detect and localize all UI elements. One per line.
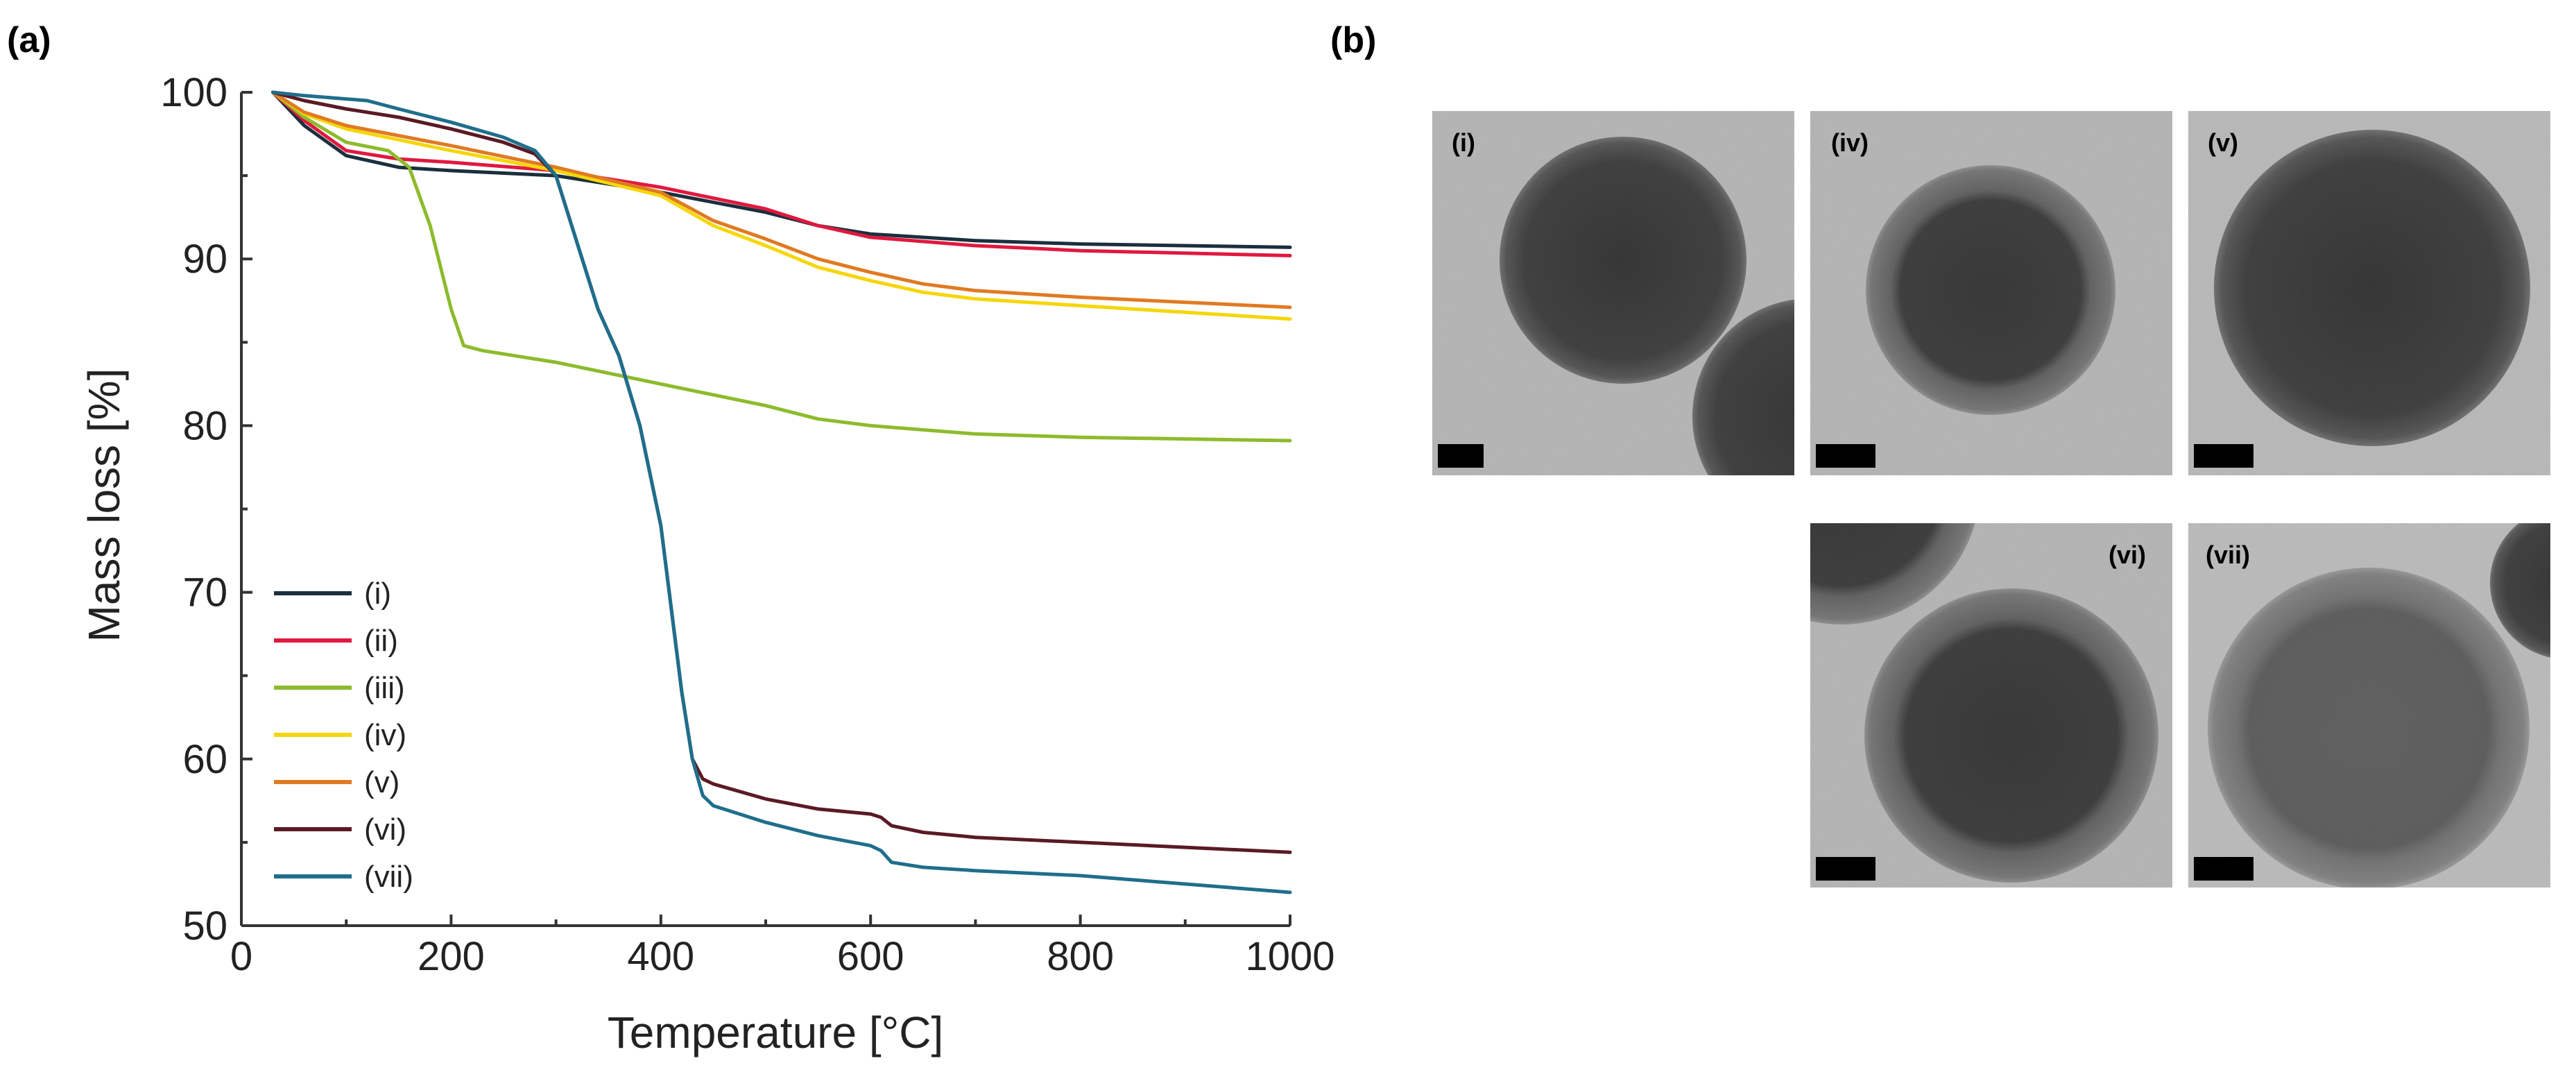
panel-a-label: (a) (7, 20, 51, 60)
scale-bar (1816, 857, 1875, 881)
tem-image-vii: (vii) (2188, 523, 2550, 888)
scale-bar (1816, 444, 1875, 468)
legend-label: (vi) (364, 813, 406, 847)
tem-image-i: (i) (1432, 111, 1794, 475)
series-line-6 (271, 90, 1292, 854)
y-tick-label: 90 (182, 237, 227, 282)
tem-image-v: (v) (2188, 111, 2550, 475)
series-line-2 (271, 90, 1292, 257)
tem-label-v: (v) (2208, 128, 2238, 157)
tem-image-vi: (vi) (1810, 523, 2172, 888)
tem-label-vii: (vii) (2206, 541, 2250, 569)
legend-label: (iii) (364, 671, 405, 705)
x-tick-label: 0 (230, 934, 252, 979)
tga-chart: 0 200 400 600 800 1000 50 60 70 80 90 100 Temperatu… (79, 70, 1335, 1058)
scale-bar (2194, 444, 2253, 468)
series-line-7 (271, 90, 1292, 894)
x-tick-label: 600 (837, 934, 904, 979)
noise-overlay (1810, 523, 2172, 888)
scale-bar (1438, 444, 1484, 468)
y-tick-label: 80 (182, 403, 227, 448)
x-tick-label: 400 (627, 934, 694, 979)
noise-overlay (1810, 111, 2172, 475)
series-line-4 (271, 90, 1292, 321)
ticks-layer: 0 200 400 600 800 1000 50 60 70 80 90 100 (160, 70, 1334, 979)
y-tick-label: 60 (182, 737, 227, 782)
noise-overlay (2188, 111, 2550, 475)
tem-label-iv: (iv) (1831, 128, 1869, 157)
legend: (i) (ii) (iii) (iv) (v) (vi) (vii) (274, 577, 413, 894)
noise-overlay (2188, 523, 2550, 888)
series-line-5 (271, 90, 1292, 309)
x-tick-label: 800 (1047, 934, 1114, 979)
panel-b-label: (b) (1330, 20, 1376, 60)
x-tick-label: 200 (418, 934, 485, 979)
y-tick-label: 100 (160, 70, 227, 115)
y-tick-label: 50 (182, 903, 227, 949)
x-tick-label: 1000 (1245, 934, 1334, 979)
series-layer (271, 90, 1292, 894)
tem-label-vi: (vi) (2109, 541, 2146, 569)
legend-label: (v) (364, 765, 400, 799)
series-line-3 (271, 90, 1292, 443)
y-axis-label: Mass loss [%] (79, 368, 129, 643)
noise-overlay (1432, 111, 1794, 475)
tem-label-i: (i) (1452, 128, 1475, 157)
legend-label: (vii) (364, 860, 413, 894)
legend-label: (ii) (364, 624, 398, 658)
x-axis-label: Temperature [°C] (608, 1008, 943, 1058)
tem-image-iv: (iv) (1810, 111, 2172, 475)
legend-label: (i) (364, 577, 391, 611)
legend-label: (iv) (364, 718, 406, 752)
y-tick-label: 70 (182, 570, 227, 615)
scale-bar (2194, 857, 2253, 881)
